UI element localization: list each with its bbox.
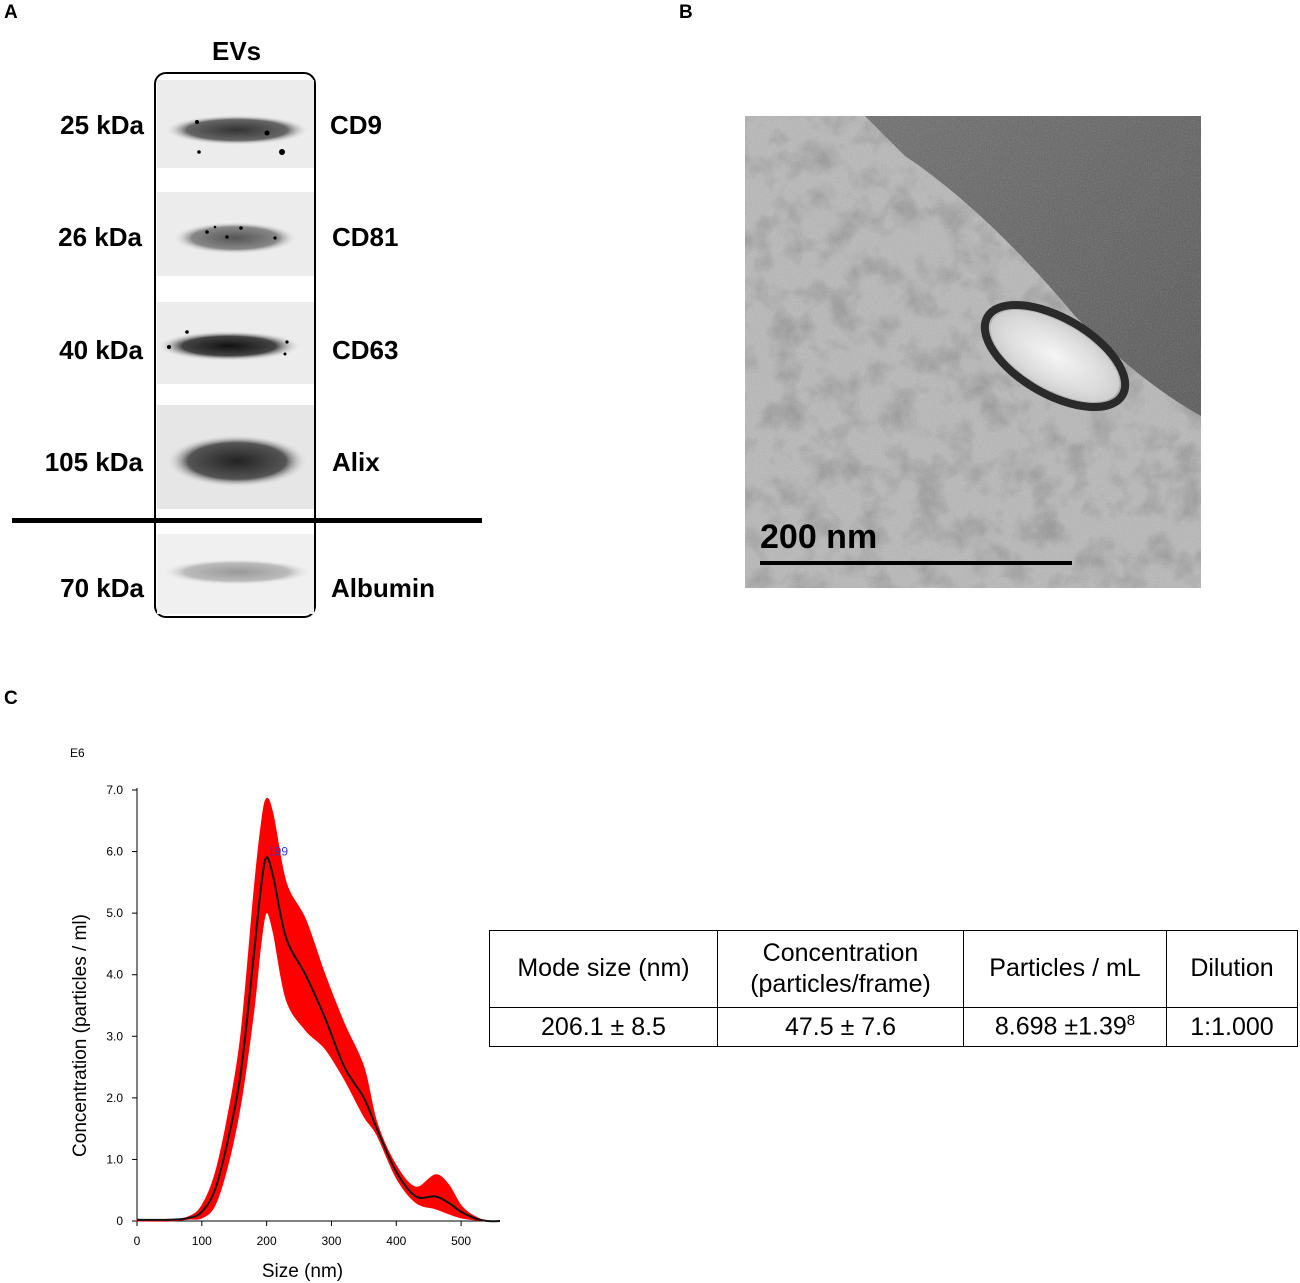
table-header-dilution: Dilution xyxy=(1166,930,1298,1008)
mw-label-cd9: 25 kDa xyxy=(60,110,144,140)
panel-label-a: A xyxy=(4,2,18,23)
blot-band-alix-image xyxy=(157,405,314,509)
blot-band-cd9 xyxy=(157,80,314,168)
nta-size-distribution-chart: 0 1.0 2.0 3.0 4.0 5.0 6.0 7.0 0 100 200 300 400 500 E6… xyxy=(70,746,501,1282)
y-tick-label: 0 xyxy=(116,1214,123,1228)
x-tick-label: 100 xyxy=(192,1234,212,1248)
blot-band-cd63 xyxy=(157,302,314,384)
table-cell-particles-per-ml: 8.698 ±1.398 xyxy=(963,1007,1167,1047)
x-tick-label: 300 xyxy=(321,1234,341,1248)
mean-series-line xyxy=(136,856,501,1223)
blot-band-alix xyxy=(157,405,314,509)
y-multiplier-label: E6 xyxy=(70,746,85,760)
marker-label-alix: Alix xyxy=(332,447,380,477)
table-header-mode-size: Mode size (nm) xyxy=(489,930,718,1008)
y-tick-label: 6.0 xyxy=(106,845,123,859)
blot-band-albumin-image xyxy=(157,534,314,614)
peak-label: 199 xyxy=(268,845,288,859)
scale-bar-label: 200 nm xyxy=(760,518,878,556)
x-tick-label: 400 xyxy=(386,1234,406,1248)
table-cell-concentration: 47.5 ± 7.6 xyxy=(717,1007,964,1047)
panel-label-c: C xyxy=(4,688,18,709)
mw-label-cd81: 26 kDa xyxy=(58,222,142,252)
marker-label-cd81: CD81 xyxy=(332,222,399,252)
table-header-row: Mode size (nm) Concentration (particles/f… xyxy=(489,930,1298,1008)
table-header-concentration: Concentration (particles/frame) xyxy=(717,930,964,1008)
blot-band-cd9-image xyxy=(157,80,314,168)
error-band-area xyxy=(136,797,501,1222)
x-tick-label: 0 xyxy=(134,1234,141,1248)
marker-label-cd9: CD9 xyxy=(330,110,383,140)
y-tick-label: 1.0 xyxy=(106,1152,123,1166)
table-cell-dilution: 1:1.000 xyxy=(1166,1007,1298,1047)
mw-label-cd63: 40 kDa xyxy=(59,335,143,365)
y-tick-label: 2.0 xyxy=(106,1091,123,1105)
x-axis-label: Size (nm) xyxy=(262,1261,343,1282)
x-tick-label: 500 xyxy=(451,1234,471,1248)
panel-label-b: B xyxy=(679,2,693,23)
scale-bar xyxy=(760,561,1072,565)
marker-label-cd63: CD63 xyxy=(332,335,399,365)
marker-label-albumin: Albumin xyxy=(331,573,435,603)
y-tick-label: 5.0 xyxy=(106,906,123,920)
mw-label-albumin: 70 kDa xyxy=(60,573,144,603)
y-tick-label: 4.0 xyxy=(106,968,123,982)
table-cell-mode-size: 206.1 ± 8.5 xyxy=(489,1007,718,1047)
y-tick-label: 7.0 xyxy=(106,783,123,797)
blot-band-cd81-image xyxy=(157,192,314,276)
tem-micrograph xyxy=(745,116,1201,588)
blot-band-albumin xyxy=(157,534,314,614)
blot-band-cd81 xyxy=(157,192,314,276)
table-header-particles-per-ml: Particles / mL xyxy=(963,930,1167,1008)
mw-label-alix: 105 kDa xyxy=(44,447,143,477)
x-tick-label: 200 xyxy=(257,1234,277,1248)
y-axis-label: Concentration (particles / ml) xyxy=(70,914,91,1157)
nta-summary-table: Mode size (nm) Concentration (particles/f… xyxy=(489,930,1298,1047)
blot-group-label: EVs xyxy=(212,36,262,66)
tem-micrograph-image xyxy=(745,116,1201,588)
blot-divider-line xyxy=(12,518,482,523)
blot-band-cd63-image xyxy=(157,302,314,384)
evs-lane-frame xyxy=(154,72,316,618)
table-row: 206.1 ± 8.5 47.5 ± 7.6 8.698 ±1.398 1:1.… xyxy=(489,1007,1298,1047)
y-tick-label: 3.0 xyxy=(106,1029,123,1043)
